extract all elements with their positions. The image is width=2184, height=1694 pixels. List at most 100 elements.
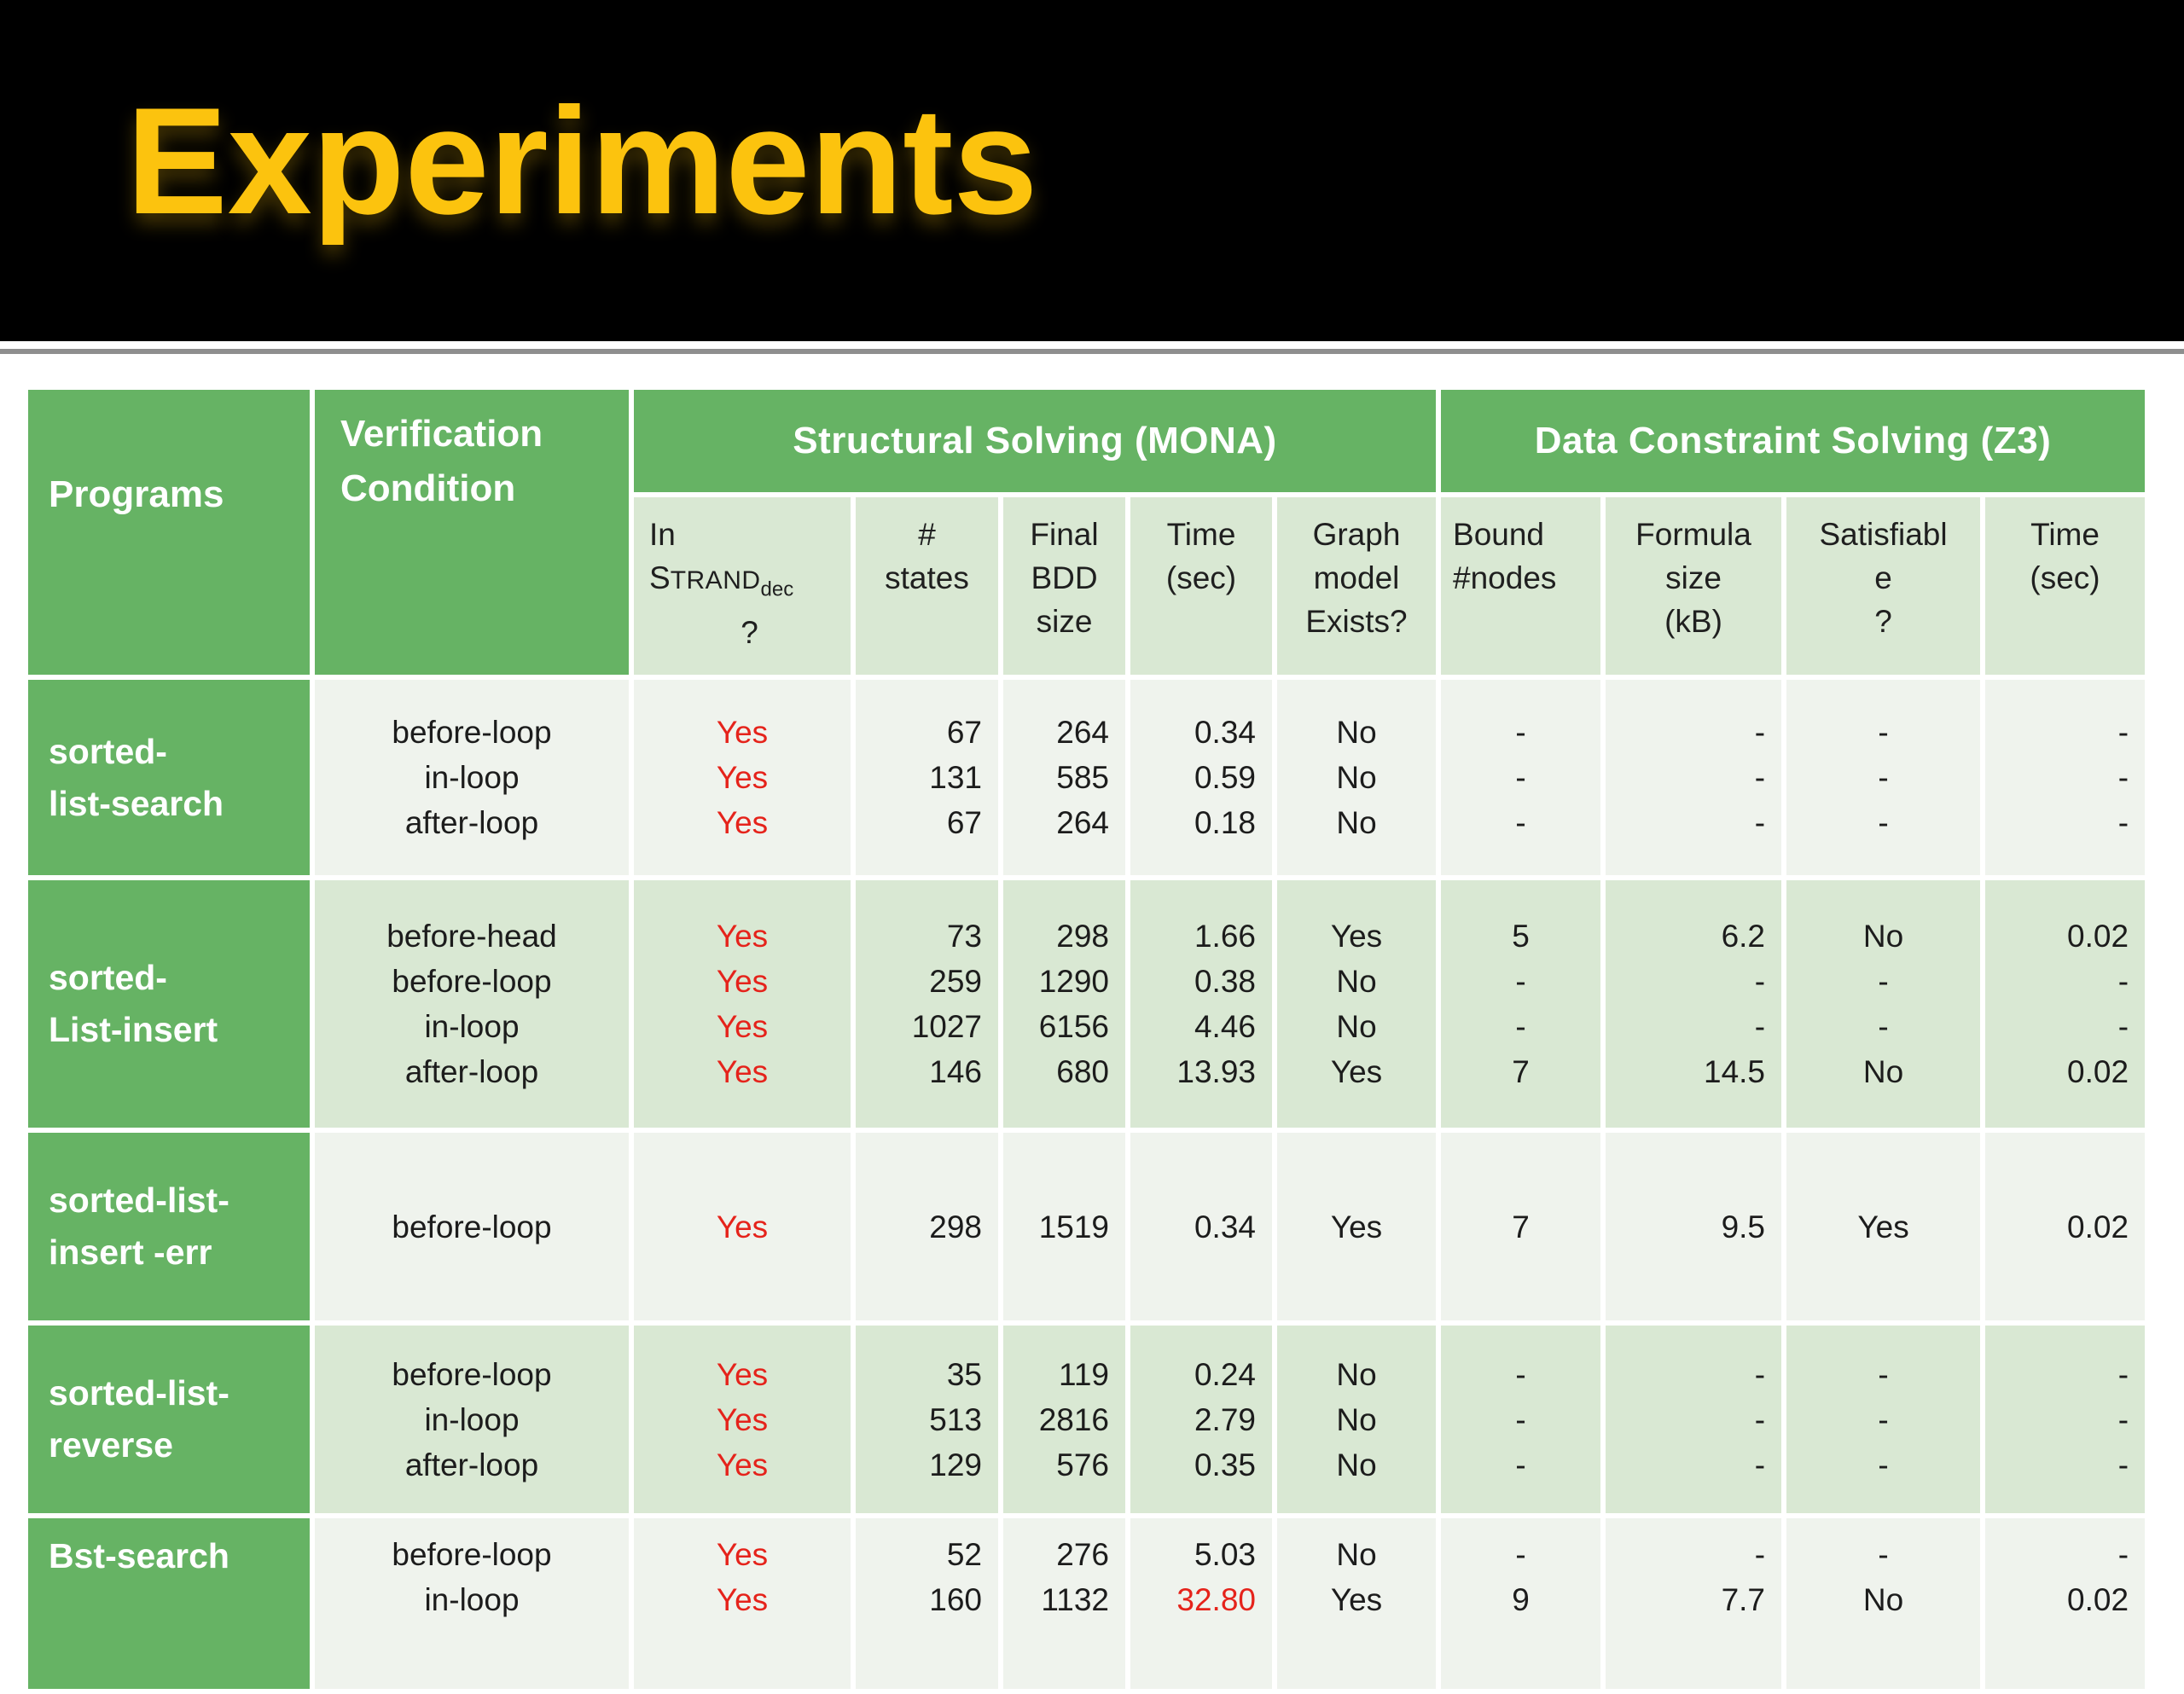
cell-line: in-loop [424,1009,520,1044]
cell-line: before-loop [392,1537,552,1572]
cell-line: - [1754,1401,1766,1437]
cell-line: - [1515,1537,1526,1572]
cell-line: after-loop [404,1447,539,1482]
col-header-bdd: Final BDD size [1003,497,1125,675]
cell-graph-model: Yes [1277,1133,1437,1320]
cell-line: Yes [716,760,769,795]
cell-bdd: 264 585 264 [1003,680,1125,875]
header-line: ? [741,615,758,651]
cell-line: 576 [1056,1447,1109,1482]
cell-line: - [1878,1401,1889,1437]
cell-line: 585 [1056,760,1109,795]
cell-line: list-search [49,783,224,823]
table-row: Bst-search before-loop in-loop Yes Yes 52 160 2… [28,1518,2146,1689]
cell-line: 73 [946,919,982,954]
cell-line: - [1878,1356,1889,1392]
cell-line: - [1515,1401,1526,1437]
cell-line: No [1336,760,1377,795]
cell-line: 0.18 [1194,805,1256,840]
cell-line: Yes [716,715,769,750]
cell-line: Yes [716,1537,769,1572]
verification-condition-cell: before-loop in-loop after-loop [315,1326,629,1513]
cell-line: 2816 [1038,1401,1109,1437]
cell-line: - [2117,715,2129,750]
cell-line: 264 [1056,715,1109,750]
cell-line: - [1515,1356,1526,1392]
cell-graph-model: No No No [1277,1326,1437,1513]
cell-in-strand: Yes Yes Yes Yes [634,880,851,1128]
cell-line: after-loop [404,1054,539,1089]
cell-line: 0.35 [1194,1447,1256,1482]
header-line: STRANDdec [649,560,794,601]
col-header-satisfiable: Satisfiabl e? [1786,497,1981,675]
cell-line: No [1336,805,1377,840]
cell-line: - [1754,1537,1766,1572]
cell-line: - [2117,1537,2129,1572]
cell-line: - [1878,1447,1889,1482]
cell-line: 5.03 [1194,1537,1256,1572]
cell-line: - [2117,1401,2129,1437]
cell-line: 4.46 [1194,1009,1256,1044]
cell-states: 73 259 1027 146 [856,880,998,1128]
cell-states: 52 160 [856,1518,998,1689]
cell-states: 298 [856,1133,998,1320]
verification-condition-cell: before-loop [315,1133,629,1320]
cell-line: in-loop [424,1401,520,1437]
cell-line: - [2117,760,2129,795]
cell-time-mona: 0.34 [1130,1133,1272,1320]
cell-line: 1519 [1038,1209,1109,1244]
cell-line: before-loop [392,715,552,750]
cell-bdd: 1519 [1003,1133,1125,1320]
header-divider-rule [0,349,2184,354]
cell-satisfiable: Yes [1786,1133,1981,1320]
cell-line: No [1336,964,1377,999]
program-cell: sorted- List-insert [28,880,310,1128]
cell-line: 1027 [911,1009,982,1044]
cell-satisfiable: No - - No [1786,880,1981,1128]
cell-line: sorted- [49,958,167,997]
cell-line: Yes [716,1447,769,1482]
col-header-states: # states [856,497,998,675]
cell-line: 6156 [1038,1009,1109,1044]
title-band [0,0,2184,341]
program-cell: Bst-search [28,1518,310,1689]
cell-line: 1290 [1038,964,1109,999]
cell-line: 7 [1512,1054,1530,1089]
cell-line: No [1336,1401,1377,1437]
cell-line: 7 [1512,1209,1530,1244]
cell-line: 9.5 [1721,1209,1766,1244]
cell-line: 0.59 [1194,760,1256,795]
col-header-time-mona: Time (sec) [1130,497,1272,675]
cell-line: Yes [716,964,769,999]
cell-satisfiable: - - - [1786,680,1981,875]
cell-time-mona: 0.34 0.59 0.18 [1130,680,1272,875]
cell-line: sorted-list- [49,1373,229,1413]
col-group-data-constraint-solving-z3: Data Constraint Solving (Z3) [1441,390,2146,492]
cell-formula-kb: - - - [1606,1326,1782,1513]
cell-line: No [1862,1054,1904,1089]
program-cell: sorted-list-search [28,680,310,875]
cell-line: - [1515,1447,1526,1482]
program-cell: sorted-list-insert -err [28,1133,310,1320]
cell-line: 259 [929,964,982,999]
cell-line: 1132 [1041,1582,1109,1617]
cell-line: No [1862,1582,1904,1617]
header-row-subcolumns: In STRANDdec? # states Final BDD size Time (sec)… [28,497,2146,675]
verification-condition-cell: before-loop in-loop [315,1518,629,1689]
cell-line: - [1515,964,1526,999]
cell-bound-nodes: 5 - - 7 [1441,880,1601,1128]
cell-in-strand: Yes Yes Yes [634,1326,851,1513]
cell-bdd: 119 2816 576 [1003,1326,1125,1513]
cell-line: - [1878,964,1889,999]
cell-line: Yes [716,919,769,954]
cell-line: 680 [1056,1054,1109,1089]
cell-line: - [1878,760,1889,795]
cell-line: - [1515,715,1526,750]
cell-bound-nodes: - - - [1441,680,1601,875]
cell-line: No [1336,1447,1377,1482]
cell-line: sorted-list- [49,1181,229,1220]
cell-line: Yes [1330,1209,1383,1244]
cell-line: - [2117,1356,2129,1392]
cell-line: No [1336,1009,1377,1044]
cell-formula-kb: - - - [1606,680,1782,875]
